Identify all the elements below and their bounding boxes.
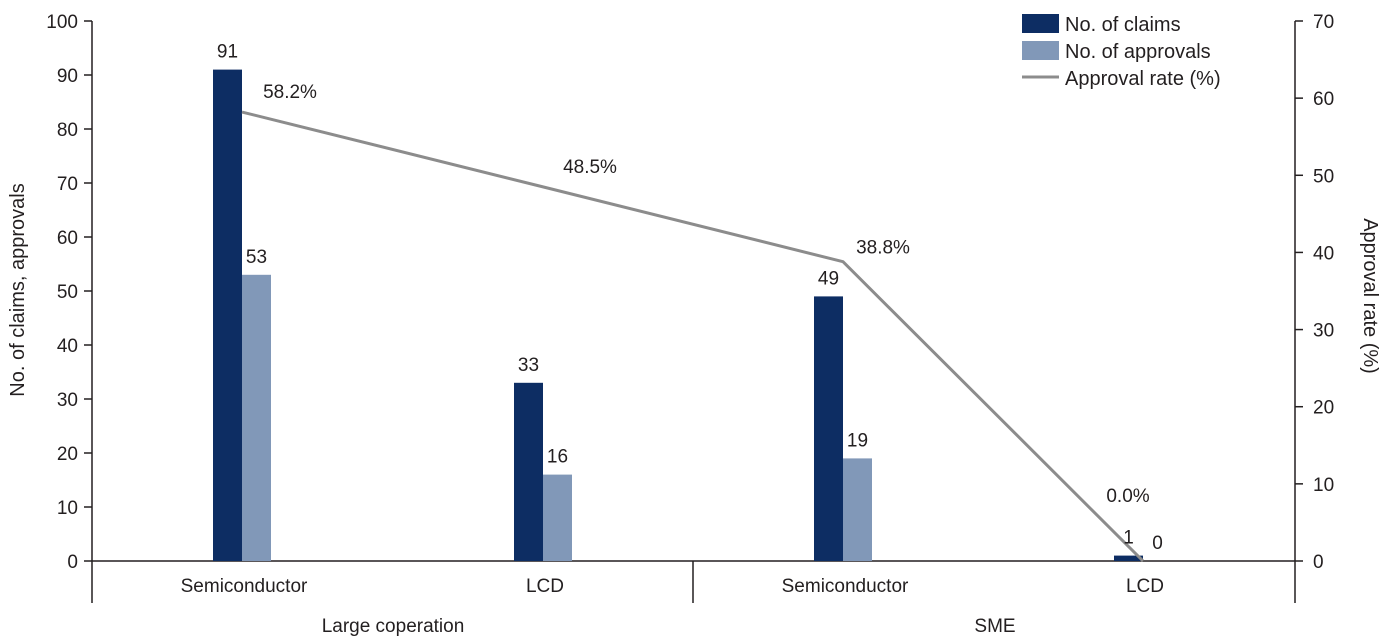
right-tick-label: 20 [1313, 398, 1334, 419]
legend-label-rate: Approval rate (%) [1065, 68, 1221, 90]
category-label: Semiconductor [782, 576, 909, 597]
group-label: Large coperation [322, 616, 465, 637]
left-tick-label: 80 [57, 120, 78, 141]
category-label: Semiconductor [181, 576, 308, 597]
left-tick-label: 20 [57, 444, 78, 465]
right-tick-label: 40 [1313, 243, 1334, 264]
legend-label-approvals: No. of approvals [1065, 41, 1211, 63]
claims-value-label: 33 [518, 355, 539, 376]
approvals-value-label: 0 [1152, 533, 1163, 554]
right-tick-label: 10 [1313, 475, 1334, 496]
claims-value-label: 91 [217, 42, 238, 63]
legend-label-claims: No. of claims [1065, 14, 1181, 36]
left-tick-label: 90 [57, 66, 78, 87]
bar-claims [514, 382, 543, 561]
left-tick-label: 0 [67, 552, 78, 573]
left-tick-label: 70 [57, 174, 78, 195]
right-tick-label: 0 [1313, 552, 1324, 573]
bar-approvals [843, 458, 872, 561]
right-tick-label: 30 [1313, 321, 1334, 342]
rate-value-label: 0.0% [1106, 486, 1149, 507]
right-tick-label: 50 [1313, 166, 1334, 187]
rate-value-label: 48.5% [563, 157, 617, 178]
legend-swatch-approvals [1022, 41, 1059, 60]
left-tick-label: 30 [57, 390, 78, 411]
right-tick-label: 70 [1313, 12, 1334, 33]
rate-value-label: 38.8% [856, 238, 910, 259]
bar-claims [213, 69, 242, 561]
left-tick-label: 60 [57, 228, 78, 249]
approvals-value-label: 19 [847, 430, 868, 451]
approval-rate-line [241, 110, 1145, 563]
right-axis-title: Approval rate (%) [1359, 218, 1381, 374]
bar-approvals [543, 474, 572, 561]
claims-value-label: 49 [818, 268, 839, 289]
left-axis-title: No. of claims, approvals [7, 183, 29, 396]
bar-approvals [242, 274, 271, 561]
left-tick-label: 10 [57, 498, 78, 519]
claims-value-label: 1 [1123, 528, 1134, 549]
legend-swatch-claims [1022, 14, 1059, 33]
left-tick-label: 40 [57, 336, 78, 357]
bar-claims [814, 296, 843, 561]
right-tick-label: 60 [1313, 89, 1334, 110]
left-tick-label: 100 [46, 12, 78, 33]
category-label: LCD [526, 576, 564, 597]
bar-claims [1114, 555, 1143, 561]
left-tick-label: 50 [57, 282, 78, 303]
category-label: LCD [1126, 576, 1164, 597]
group-label: SME [974, 616, 1015, 637]
approvals-value-label: 53 [246, 247, 267, 268]
rate-value-label: 58.2% [263, 82, 317, 103]
approvals-value-label: 16 [547, 447, 568, 468]
